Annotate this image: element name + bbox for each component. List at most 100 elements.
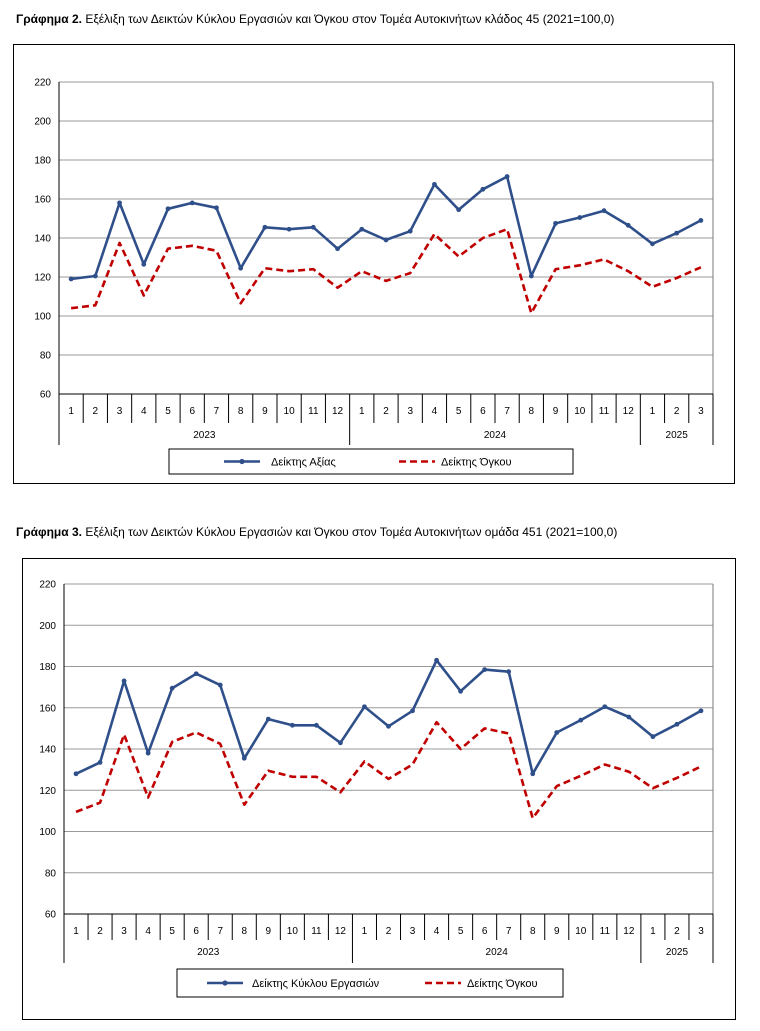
y-tick-label: 100 bbox=[34, 312, 51, 323]
series-1-point bbox=[407, 228, 413, 234]
x-tick-label: 6 bbox=[482, 926, 488, 937]
y-tick-label: 60 bbox=[40, 390, 52, 401]
series-1-point bbox=[214, 205, 219, 211]
series-1-point bbox=[434, 657, 439, 663]
y-tick-label: 180 bbox=[39, 662, 56, 673]
series-1-point bbox=[169, 685, 175, 691]
x-tick-label: 2 bbox=[93, 406, 99, 417]
y-tick-label: 160 bbox=[34, 195, 51, 206]
series-1-point bbox=[674, 230, 680, 236]
x-group-label: 2023 bbox=[193, 430, 216, 441]
series-1-point bbox=[335, 246, 340, 252]
series-1-point bbox=[530, 771, 536, 777]
series-1-point bbox=[117, 200, 122, 206]
series-1-point bbox=[482, 667, 488, 672]
x-tick-label: 11 bbox=[308, 406, 319, 417]
x-tick-label: 8 bbox=[238, 406, 244, 417]
series-1-point bbox=[338, 740, 343, 746]
x-tick-label: 12 bbox=[332, 406, 344, 417]
y-tick-label: 180 bbox=[34, 156, 51, 167]
series-1-point bbox=[286, 226, 292, 232]
y-tick-label: 120 bbox=[34, 273, 51, 284]
series-1-point bbox=[650, 734, 656, 740]
figure-3-caption-label: Γράφημα 3. bbox=[16, 525, 82, 539]
x-tick-label: 7 bbox=[217, 926, 223, 937]
x-tick-label: 9 bbox=[266, 926, 272, 937]
x-tick-label: 5 bbox=[456, 406, 462, 417]
legend-label-series-1: Δείκτης Αξίας bbox=[271, 457, 336, 469]
y-tick-label: 80 bbox=[45, 868, 57, 879]
y-tick-label: 200 bbox=[39, 621, 56, 632]
series-1-point bbox=[650, 241, 655, 247]
y-tick-label: 60 bbox=[45, 910, 57, 921]
series-1-point bbox=[456, 207, 462, 213]
x-tick-label: 2 bbox=[674, 926, 680, 937]
x-tick-label: 4 bbox=[434, 926, 440, 937]
series-1-point bbox=[410, 708, 415, 714]
figure-3-frame: 60 80 100 120 140 160 180 200 220 1 2 3 4 5 6 7 8 9 10 11 12… bbox=[22, 558, 736, 1020]
figure-3-caption-text: Εξέλιξη των Δεικτών Κύκλου Εργασιών και … bbox=[82, 525, 618, 539]
x-tick-label: 6 bbox=[480, 406, 486, 417]
series-1-point bbox=[506, 669, 512, 675]
y-tick-label: 220 bbox=[39, 580, 56, 591]
y-tick-label: 140 bbox=[39, 745, 56, 756]
series-1-point bbox=[68, 276, 74, 282]
series-1-point bbox=[602, 704, 608, 710]
x-group-label: 2024 bbox=[484, 430, 507, 441]
x-tick-label: 3 bbox=[121, 926, 127, 937]
x-tick-label: 7 bbox=[214, 406, 220, 417]
x-tick-label: 3 bbox=[698, 926, 704, 937]
series-1-point bbox=[577, 215, 583, 220]
series-1-point bbox=[265, 716, 271, 722]
x-tick-label: 3 bbox=[117, 406, 123, 417]
series-1-point bbox=[313, 722, 319, 728]
series-line-1 bbox=[75, 659, 702, 776]
series-1-point bbox=[528, 273, 534, 279]
x-group-label: 2023 bbox=[197, 947, 220, 958]
y-tick-label: 140 bbox=[34, 234, 51, 245]
series-1-point bbox=[626, 714, 632, 720]
x-tick-label: 1 bbox=[650, 406, 656, 417]
series-1-point bbox=[241, 755, 247, 761]
x-group-label: 2025 bbox=[666, 947, 689, 958]
series-1-point bbox=[92, 273, 98, 279]
y-tick-label: 100 bbox=[39, 827, 56, 838]
series-1-point bbox=[310, 224, 316, 230]
figure-2-caption-label: Γράφημα 2. bbox=[16, 12, 82, 26]
series-line-1 bbox=[70, 175, 702, 281]
series-1-point bbox=[262, 224, 268, 230]
x-tick-label: 1 bbox=[650, 926, 656, 937]
x-group-label: 2024 bbox=[486, 947, 509, 958]
x-tick-label: 8 bbox=[530, 926, 536, 937]
legend-label-series-2: Δείκτης Όγκου bbox=[467, 978, 538, 990]
y-tick-label: 220 bbox=[34, 78, 51, 89]
figure-2-frame: 60 80 100 120 140 160 180 200 220 1 2 3 4 5 6 7 8 9 10 11 12… bbox=[13, 44, 735, 484]
x-tick-label: 11 bbox=[311, 926, 322, 937]
series-1-point bbox=[217, 682, 223, 688]
figure-2-caption-text: Εξέλιξη των Δεικτών Κύκλου Εργασιών και … bbox=[82, 12, 615, 26]
x-tick-label: 1 bbox=[359, 406, 365, 417]
x-tick-label: 5 bbox=[458, 926, 464, 937]
series-1-point bbox=[359, 226, 365, 232]
x-tick-label: 9 bbox=[553, 406, 559, 417]
x-tick-label: 12 bbox=[623, 926, 635, 937]
series-1-point bbox=[362, 704, 367, 710]
legend-marker-series-1 bbox=[222, 980, 228, 986]
x-tick-label: 4 bbox=[432, 406, 438, 417]
legend-marker-series-1 bbox=[239, 458, 245, 465]
series-1-point bbox=[238, 265, 244, 271]
x-tick-label: 3 bbox=[698, 406, 704, 417]
y-tick-label: 200 bbox=[34, 117, 51, 128]
series-1-point bbox=[145, 750, 151, 756]
series-1-point bbox=[383, 237, 389, 243]
x-tick-label: 6 bbox=[189, 406, 195, 417]
series-1-point bbox=[458, 688, 464, 694]
x-tick-label: 2 bbox=[383, 406, 389, 417]
series-1-point bbox=[698, 708, 704, 714]
series-1-point bbox=[121, 678, 127, 684]
series-1-point bbox=[189, 200, 195, 206]
x-tick-label: 11 bbox=[600, 926, 611, 937]
series-1-point bbox=[504, 174, 510, 179]
y-tick-label: 160 bbox=[39, 703, 56, 714]
